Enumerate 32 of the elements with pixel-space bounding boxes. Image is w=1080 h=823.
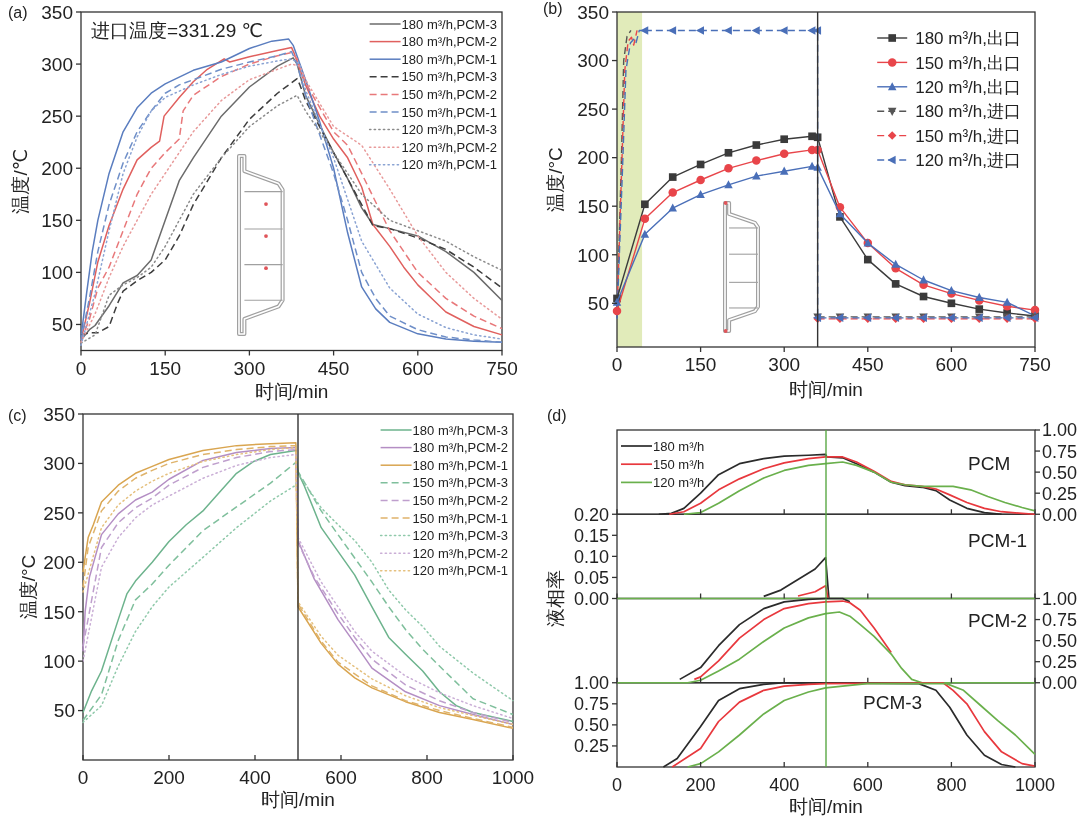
legend-label: 180 m³/h,PCM-3 xyxy=(401,16,497,32)
legend-label: 150 m³/h,PCM-2 xyxy=(412,493,508,509)
legend-label: 180 m³/h,PCM-3 xyxy=(412,422,508,438)
legend-label: 120 m³/h,PCM-3 xyxy=(412,528,508,544)
legend-label: 120 m³/h,PCM-1 xyxy=(401,157,497,173)
legend-label: 150 m³/h,PCM-3 xyxy=(401,69,497,85)
legend-label: 180 m³/h,PCM-2 xyxy=(401,34,497,50)
legend-label: 120 m³/h,出口 xyxy=(915,77,1022,97)
legend-label: 180 m³/h,出口 xyxy=(915,29,1022,49)
legend-label: 150 m³/h,PCM-1 xyxy=(412,510,508,526)
annotation: 进口温度=331.29 ℃ xyxy=(91,20,263,41)
annotation: PCM-3 xyxy=(863,691,923,713)
annotation: PCM-2 xyxy=(968,610,1028,631)
legend-label: 120 m³/h,PCM-2 xyxy=(412,545,508,561)
legend-label: 120 m³/h,PCM-3 xyxy=(401,122,497,138)
legend-label: 180 m³/h,PCM-1 xyxy=(401,51,497,67)
legend-label: 150 m³/h,进口 xyxy=(915,126,1022,146)
legend-label: 150 m³/h xyxy=(653,456,705,472)
legend-label: 180 m³/h,进口 xyxy=(915,102,1022,122)
annotation: PCM xyxy=(968,453,1011,474)
legend-label: 150 m³/h,PCM-2 xyxy=(401,87,497,103)
legend-label: 180 m³/h xyxy=(653,438,705,454)
legend-label: 120 m³/h xyxy=(653,475,705,491)
legend-label: 180 m³/h,PCM-2 xyxy=(412,440,508,456)
legend-label: 180 m³/h,PCM-1 xyxy=(412,457,508,473)
legend-label: 120 m³/h,PCM-2 xyxy=(401,139,497,155)
legend-label: 120 m³/h,进口 xyxy=(915,151,1022,171)
legend-label: 150 m³/h,PCM-3 xyxy=(412,475,508,491)
annotation: PCM-1 xyxy=(968,530,1028,552)
legend-label: 150 m³/h,出口 xyxy=(915,53,1022,73)
legend-label: 150 m³/h,PCM-1 xyxy=(401,104,497,120)
legend-label: 120 m³/h,PCM-1 xyxy=(412,563,508,579)
